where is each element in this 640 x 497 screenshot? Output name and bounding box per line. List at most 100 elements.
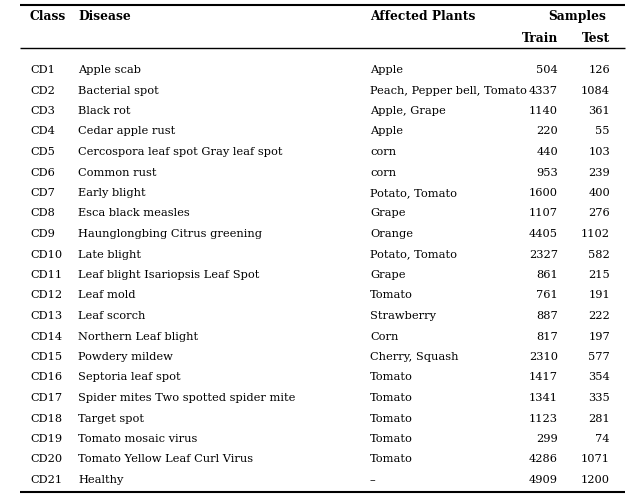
Text: 220: 220 (536, 127, 558, 137)
Text: CD11: CD11 (30, 270, 62, 280)
Text: 1417: 1417 (529, 372, 558, 383)
Text: Leaf blight Isariopsis Leaf Spot: Leaf blight Isariopsis Leaf Spot (78, 270, 259, 280)
Text: Class: Class (30, 10, 67, 23)
Text: 1140: 1140 (529, 106, 558, 116)
Text: 354: 354 (588, 372, 610, 383)
Text: 761: 761 (536, 291, 558, 301)
Text: Apple: Apple (370, 65, 403, 75)
Text: Tomato: Tomato (370, 434, 413, 444)
Text: Cedar apple rust: Cedar apple rust (78, 127, 175, 137)
Text: corn: corn (370, 167, 396, 177)
Text: Orange: Orange (370, 229, 413, 239)
Text: 887: 887 (536, 311, 558, 321)
Text: 1600: 1600 (529, 188, 558, 198)
Text: CD19: CD19 (30, 434, 62, 444)
Text: 2327: 2327 (529, 249, 558, 259)
Text: 861: 861 (536, 270, 558, 280)
Text: CD15: CD15 (30, 352, 62, 362)
Text: Strawberry: Strawberry (370, 311, 436, 321)
Text: Target spot: Target spot (78, 414, 144, 423)
Text: CD9: CD9 (30, 229, 55, 239)
Text: Potato, Tomato: Potato, Tomato (370, 188, 457, 198)
Text: Healthy: Healthy (78, 475, 124, 485)
Text: 191: 191 (588, 291, 610, 301)
Text: 1102: 1102 (581, 229, 610, 239)
Text: CD10: CD10 (30, 249, 62, 259)
Text: 1341: 1341 (529, 393, 558, 403)
Text: Tomato: Tomato (370, 414, 413, 423)
Text: CD3: CD3 (30, 106, 55, 116)
Text: 4909: 4909 (529, 475, 558, 485)
Text: Affected Plants: Affected Plants (370, 10, 476, 23)
Text: Cercospora leaf spot Gray leaf spot: Cercospora leaf spot Gray leaf spot (78, 147, 282, 157)
Text: CD6: CD6 (30, 167, 55, 177)
Text: 1200: 1200 (581, 475, 610, 485)
Text: CD8: CD8 (30, 209, 55, 219)
Text: 55: 55 (595, 127, 610, 137)
Text: CD7: CD7 (30, 188, 55, 198)
Text: Early blight: Early blight (78, 188, 146, 198)
Text: CD16: CD16 (30, 372, 62, 383)
Text: 239: 239 (588, 167, 610, 177)
Text: 197: 197 (588, 331, 610, 341)
Text: Grape: Grape (370, 209, 406, 219)
Text: 440: 440 (536, 147, 558, 157)
Text: Tomato: Tomato (370, 454, 413, 465)
Text: CD4: CD4 (30, 127, 55, 137)
Text: Powdery mildew: Powdery mildew (78, 352, 173, 362)
Text: 582: 582 (588, 249, 610, 259)
Text: CD14: CD14 (30, 331, 62, 341)
Text: Apple scab: Apple scab (78, 65, 141, 75)
Text: Septoria leaf spot: Septoria leaf spot (78, 372, 180, 383)
Text: Spider mites Two spotted spider mite: Spider mites Two spotted spider mite (78, 393, 296, 403)
Text: Leaf scorch: Leaf scorch (78, 311, 145, 321)
Text: 400: 400 (588, 188, 610, 198)
Text: Apple, Grape: Apple, Grape (370, 106, 445, 116)
Text: 1071: 1071 (581, 454, 610, 465)
Text: CD21: CD21 (30, 475, 62, 485)
Text: 222: 222 (588, 311, 610, 321)
Text: Potato, Tomato: Potato, Tomato (370, 249, 457, 259)
Text: 361: 361 (588, 106, 610, 116)
Text: CD12: CD12 (30, 291, 62, 301)
Text: 577: 577 (588, 352, 610, 362)
Text: Cherry, Squash: Cherry, Squash (370, 352, 458, 362)
Text: Peach, Pepper bell, Tomato: Peach, Pepper bell, Tomato (370, 85, 527, 95)
Text: Train: Train (522, 32, 558, 45)
Text: 1084: 1084 (581, 85, 610, 95)
Text: Tomato Yellow Leaf Curl Virus: Tomato Yellow Leaf Curl Virus (78, 454, 253, 465)
Text: CD20: CD20 (30, 454, 62, 465)
Text: 953: 953 (536, 167, 558, 177)
Text: corn: corn (370, 147, 396, 157)
Text: 4286: 4286 (529, 454, 558, 465)
Text: 335: 335 (588, 393, 610, 403)
Text: Esca black measles: Esca black measles (78, 209, 189, 219)
Text: 276: 276 (588, 209, 610, 219)
Text: CD2: CD2 (30, 85, 55, 95)
Text: CD5: CD5 (30, 147, 55, 157)
Text: Disease: Disease (78, 10, 131, 23)
Text: Apple: Apple (370, 127, 403, 137)
Text: Black rot: Black rot (78, 106, 131, 116)
Text: 299: 299 (536, 434, 558, 444)
Text: 4337: 4337 (529, 85, 558, 95)
Text: 74: 74 (595, 434, 610, 444)
Text: Corn: Corn (370, 331, 398, 341)
Text: 103: 103 (588, 147, 610, 157)
Text: Northern Leaf blight: Northern Leaf blight (78, 331, 198, 341)
Text: 4405: 4405 (529, 229, 558, 239)
Text: 504: 504 (536, 65, 558, 75)
Text: Haunglongbing Citrus greening: Haunglongbing Citrus greening (78, 229, 262, 239)
Text: Samples: Samples (548, 10, 606, 23)
Text: Test: Test (582, 32, 610, 45)
Text: CD1: CD1 (30, 65, 55, 75)
Text: Leaf mold: Leaf mold (78, 291, 136, 301)
Text: 1123: 1123 (529, 414, 558, 423)
Text: 817: 817 (536, 331, 558, 341)
Text: 1107: 1107 (529, 209, 558, 219)
Text: CD13: CD13 (30, 311, 62, 321)
Text: Common rust: Common rust (78, 167, 157, 177)
Text: –: – (370, 475, 376, 485)
Text: CD17: CD17 (30, 393, 62, 403)
Text: Late blight: Late blight (78, 249, 141, 259)
